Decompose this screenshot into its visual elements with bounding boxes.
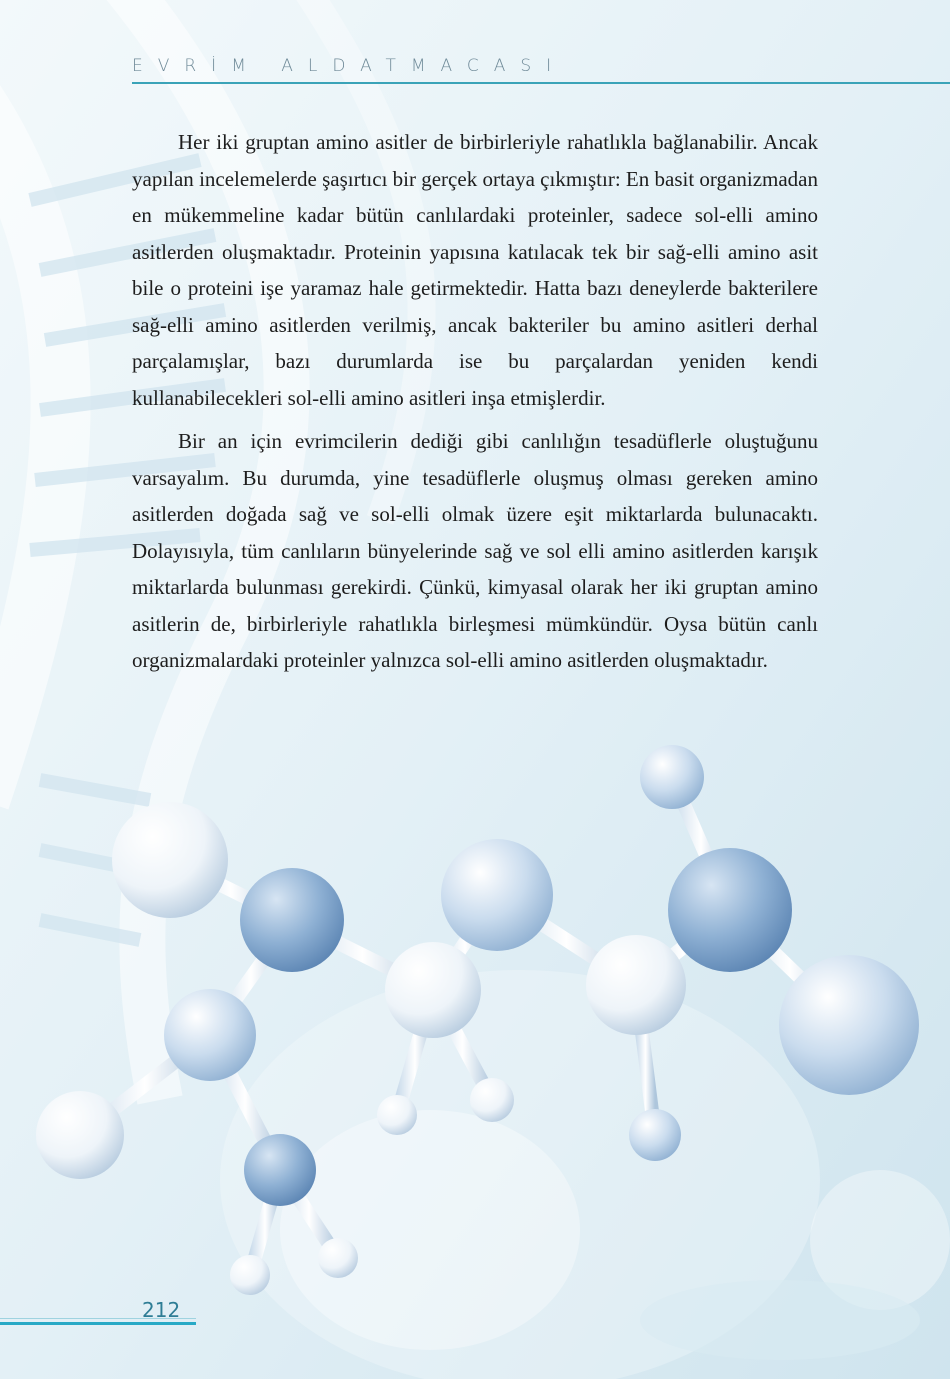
footer-divider-thin [0,1318,196,1319]
body-text: Her iki gruptan amino asitler de birbirl… [132,124,818,686]
header-divider [132,82,950,84]
footer-divider [0,1322,196,1325]
running-header-title: EVRİM ALDATMACASI [132,56,567,76]
paragraph-1: Her iki gruptan amino asitler de birbirl… [132,130,818,410]
paragraph-2: Bir an için evrimcilerin dediği gibi can… [132,429,818,672]
